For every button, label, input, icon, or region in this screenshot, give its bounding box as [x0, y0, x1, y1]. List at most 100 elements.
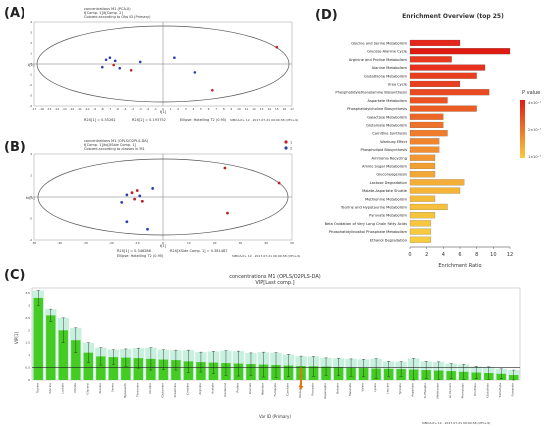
plot-b-ytick-label: 0	[30, 195, 32, 199]
plot-a-points	[100, 45, 279, 92]
plot-b-xtick-label: 20	[213, 241, 217, 245]
enrichment-bars	[409, 39, 511, 243]
vip-bar	[121, 357, 131, 380]
enrichment-xtick-label: 10	[490, 252, 496, 258]
enrichment-bar	[409, 228, 431, 235]
vip-category-label: Glycine	[48, 383, 52, 394]
enrichment-bar	[409, 212, 436, 219]
plot-a-xtick-label: -12	[70, 107, 75, 111]
plot-b-ytick-label: -2	[29, 217, 32, 221]
enrichment-category-label: Malate-Aspartate Shuttle	[362, 189, 408, 193]
enrichment-category-label: Galactose Metabolism	[367, 115, 407, 119]
plot-c-ytick-label: 1	[28, 353, 30, 357]
enrichment-category-label: Glutathione Metabolism	[364, 74, 407, 78]
plot-a-xtick-label: -3	[139, 107, 142, 111]
enrichment-title: Enrichment Overview (top 25)	[402, 13, 504, 20]
legend-swatch-2	[284, 146, 288, 150]
plot-a-footer-2: R2X[2] = 0.193752	[132, 118, 166, 122]
plot-a-xtick-label: -15	[47, 107, 52, 111]
enrichment-bar	[409, 236, 431, 243]
enrichment-category-label: Taurine and Hypotaurine Metabolism	[340, 206, 408, 210]
enrichment-category-label: Glucose-Alanine Cycle	[367, 50, 408, 54]
plot-a-xtick-label: 7	[215, 107, 217, 111]
score-point	[129, 69, 133, 72]
vip-bar	[133, 358, 144, 380]
vip-category-label: Aspartate	[411, 383, 415, 397]
vip-category-label: Glutamine	[160, 383, 164, 398]
vip-category-label: Tyrosine	[398, 383, 402, 396]
plot-b-xlabel: t[1]	[160, 244, 167, 248]
plot-a-xtick-label: 2	[177, 107, 179, 111]
score-point	[133, 197, 137, 201]
plot-b-xtick-label: 30	[239, 241, 243, 245]
vip-category-label: Lactate	[60, 383, 64, 394]
plot-a-xtick-label: -10	[85, 107, 90, 111]
vip-category-label: Pyruvate	[311, 383, 315, 396]
plot-a-xtick-label: -17	[32, 107, 37, 111]
plot-a-ytick-label: 1	[30, 52, 32, 56]
plot-b-xtick-label: -40	[58, 241, 63, 245]
plot-b-points	[120, 166, 281, 231]
score-point	[138, 194, 142, 198]
enrichment-category-label: Gluconeogenesis	[376, 173, 407, 177]
plot-a-xtick-label: 14	[267, 107, 271, 111]
enrichment-category-label: Phosphatidylethanolamine Biosynthesis	[335, 91, 407, 95]
plot-b-ytick-label: 2	[30, 174, 32, 178]
enrichment-xtick-label: 6	[458, 252, 461, 258]
plot-a-xtick-label: 13	[260, 107, 264, 111]
vip-marker-arrow	[298, 367, 304, 390]
vip-category-label: Threonine	[135, 383, 139, 398]
vip-category-label: Acetate	[210, 383, 214, 394]
plot-a-xtick-label: -16	[39, 107, 44, 111]
score-point	[118, 66, 122, 70]
enrichment-category-label: Aspartate Metabolism	[368, 99, 408, 103]
enrichment-bar	[409, 171, 436, 178]
vip-category-label: Serine	[110, 383, 114, 392]
vip-bar-chart: concentrations M1 (OPLS/O2PLS-DA) VIP[La…	[14, 274, 521, 425]
plot-a-xtick-label: -5	[124, 107, 127, 111]
plot-c-xlabels: Taurine Glycine Lactate Citrate Glycerol Alan…	[35, 382, 514, 399]
enrichment-category-label: Ethanol Degradation	[370, 238, 407, 242]
enrichment-bar	[409, 97, 448, 104]
vip-category-label: Methionine	[436, 383, 440, 399]
score-point	[277, 181, 281, 185]
enrichment-category-label: Pyruvate Metabolism	[369, 214, 407, 218]
score-point	[135, 189, 139, 192]
plot-b-header-3: Colored according to classes in M1	[84, 147, 145, 151]
vip-category-label: Glycerol	[85, 383, 89, 395]
score-point	[146, 227, 149, 231]
vip-category-label: Taurine	[35, 383, 39, 394]
vip-category-label: Glucose	[248, 383, 252, 394]
plot-a-header-2: t[Comp. 1]/t[Comp. 2]	[84, 11, 123, 15]
plot-a-xtick-label: 16	[283, 107, 287, 111]
enrichment-xtick-label: 4	[442, 252, 445, 258]
plot-a-xtick-label: 1	[170, 107, 172, 111]
plot-b-footer-3: Ellipse: Hotelling T2 (0.95)	[117, 254, 164, 258]
enrichment-xtick-label: 2	[425, 252, 428, 258]
vip-category-label: Ornithine	[473, 383, 477, 396]
enrichment-bar	[409, 105, 477, 112]
vip-category-label: Citrate	[73, 383, 77, 393]
plot-c-ytick-label: 2.5	[25, 316, 30, 320]
plot-c-ytick-label: 0.5	[25, 366, 30, 370]
vip-category-label: Proline	[235, 383, 239, 393]
plot-a-ytick-label: -3	[29, 94, 32, 98]
plot-a-xtick-label: 11	[245, 107, 249, 111]
pvalue-legend-title: P value	[522, 90, 540, 96]
vip-bar	[46, 315, 56, 380]
plot-a-xlabel: t[1]	[160, 110, 167, 114]
enrichment-bar	[409, 48, 511, 55]
plot-a-footer-1: R2X[1] = 0.55261	[84, 118, 116, 122]
score-point	[104, 58, 108, 62]
enrichment-category-labels: Glycine and Serine Metabolism Glucose-Ala…	[325, 42, 408, 243]
vip-category-label: Lysine	[373, 383, 377, 392]
plot-b-xtick-label: -30	[83, 241, 88, 245]
vip-category-label: Trimethyla	[498, 383, 502, 399]
oplsda-score-plot: concentrations M1 (OPLS/O2PLS-DA) t[Comp…	[26, 139, 300, 258]
panel-label-b: (B)	[4, 140, 26, 155]
enrichment-bar	[409, 39, 461, 47]
vip-category-label: Leucine	[386, 383, 390, 394]
plot-a-xtick-label: -7	[108, 107, 111, 111]
enrichment-category-label: Phosphatidylinositol Phosphate Metabolis…	[329, 230, 407, 234]
vip-category-label: sn-Glycero	[448, 383, 452, 398]
